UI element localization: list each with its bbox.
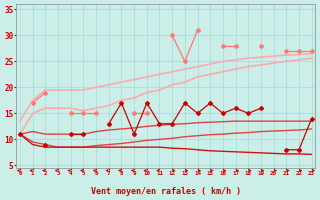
X-axis label: Vent moyen/en rafales ( km/h ): Vent moyen/en rafales ( km/h ) — [91, 187, 241, 196]
